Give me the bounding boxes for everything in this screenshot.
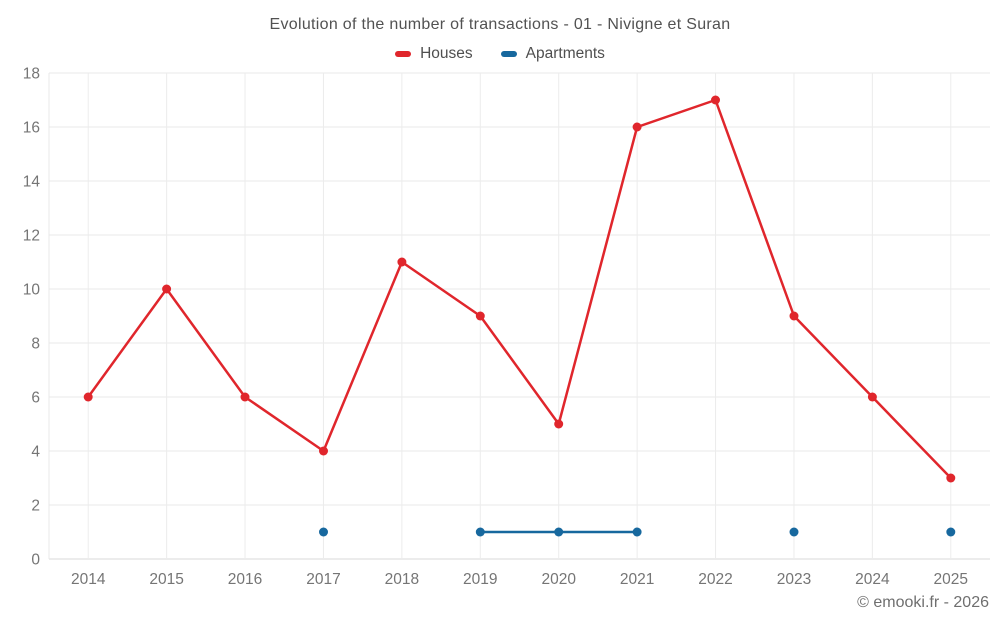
houses-data-point <box>397 257 407 267</box>
x-axis-tick-labels: 2014 2015 2016 2017 2018 2019 2020 2021 2022 2023… <box>71 571 968 588</box>
x-tick-label: 2025 <box>934 571 968 588</box>
y-tick-label: 12 <box>23 228 40 245</box>
houses-data-point <box>789 311 799 321</box>
houses-series-swatch <box>395 51 412 57</box>
x-tick-label: 2024 <box>855 571 890 588</box>
legend-label-apartments: Apartments <box>525 45 605 62</box>
houses-data-point <box>554 419 564 429</box>
y-tick-label: 14 <box>23 174 41 191</box>
x-tick-label: 2015 <box>149 571 183 588</box>
x-tick-label: 2016 <box>228 571 262 588</box>
apartments-data-point <box>475 527 485 537</box>
apartments-data-point <box>319 527 328 537</box>
houses-data-point <box>632 122 642 132</box>
series-apartments <box>319 527 956 537</box>
x-tick-label: 2022 <box>698 571 732 588</box>
copyright-notice: © emooki.fr - 2026 <box>857 594 989 611</box>
houses-data-point <box>711 95 720 105</box>
y-tick-label: 8 <box>31 336 40 353</box>
y-tick-label: 16 <box>23 120 40 137</box>
y-tick-label: 2 <box>31 498 40 515</box>
x-tick-label: 2020 <box>541 571 576 588</box>
apartments-data-point <box>946 527 956 537</box>
apartments-data-point <box>554 527 564 537</box>
houses-data-point <box>946 473 956 483</box>
chart-title: Evolution of the number of transactions … <box>269 16 731 33</box>
y-tick-label: 6 <box>31 390 40 407</box>
apartments-data-point <box>632 527 642 537</box>
houses-data-point <box>240 392 250 402</box>
y-tick-label: 18 <box>23 66 40 83</box>
legend-label-houses: Houses <box>420 45 473 62</box>
houses-data-point <box>475 311 485 321</box>
x-tick-label: 2014 <box>71 571 106 588</box>
apartments-series-swatch <box>500 51 517 57</box>
y-tick-label: 0 <box>31 552 40 569</box>
legend: Houses Apartments <box>0 45 1000 63</box>
x-tick-label: 2021 <box>620 571 654 588</box>
x-tick-label: 2019 <box>463 571 497 588</box>
x-tick-label: 2018 <box>385 571 419 588</box>
series-houses <box>83 95 956 483</box>
legend-item-apartments[interactable]: Apartments <box>500 45 605 63</box>
houses-line <box>86 98 953 480</box>
houses-data-point <box>319 446 328 456</box>
y-tick-label: 4 <box>31 444 40 461</box>
legend-item-houses[interactable]: Houses <box>395 45 473 63</box>
gridlines <box>48 72 990 560</box>
y-tick-label: 10 <box>23 282 41 299</box>
x-tick-label: 2017 <box>306 571 340 588</box>
houses-data-point <box>867 392 877 402</box>
apartments-data-point <box>789 527 799 537</box>
houses-data-point <box>162 284 172 294</box>
houses-data-point <box>83 392 93 402</box>
x-tick-label: 2023 <box>777 571 811 588</box>
y-axis-tick-labels: 0 2 4 6 8 10 12 14 16 18 <box>23 66 41 569</box>
